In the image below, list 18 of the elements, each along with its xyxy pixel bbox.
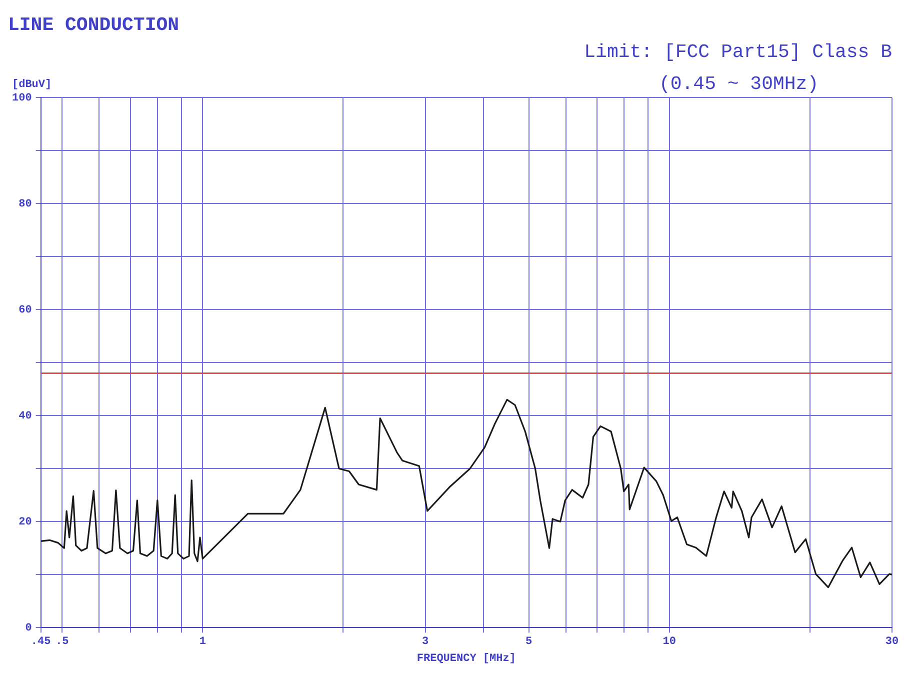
x-tick-label: 3 xyxy=(422,636,430,648)
y-axis-title: [dBuV] xyxy=(12,78,52,91)
text: (0.45 ~ 30MHz) xyxy=(658,73,819,96)
chart-title: LINE CONDUCTION xyxy=(8,14,180,36)
y-tick-label: 40 xyxy=(18,410,32,422)
y-tick-label: 80 xyxy=(18,198,32,210)
y-tick-label: 60 xyxy=(18,304,32,316)
y-tick-label: 0 xyxy=(25,622,32,634)
y-tick-label: 20 xyxy=(18,516,32,528)
y-tick-label: 100 xyxy=(12,92,32,104)
x-tick-label: 10 xyxy=(662,636,676,648)
x-axis-title: FREQUENCY [MHz] xyxy=(416,653,516,666)
x-tick-label: .5 xyxy=(56,636,70,648)
chart-subtitle: Limit: [FCC Part15] Class B xyxy=(584,41,892,64)
x-tick-label: 5 xyxy=(526,636,533,648)
x-tick-label: 30 xyxy=(885,636,899,648)
x-tick-label: .45 xyxy=(30,636,52,648)
x-tick-label: 1 xyxy=(199,636,206,648)
